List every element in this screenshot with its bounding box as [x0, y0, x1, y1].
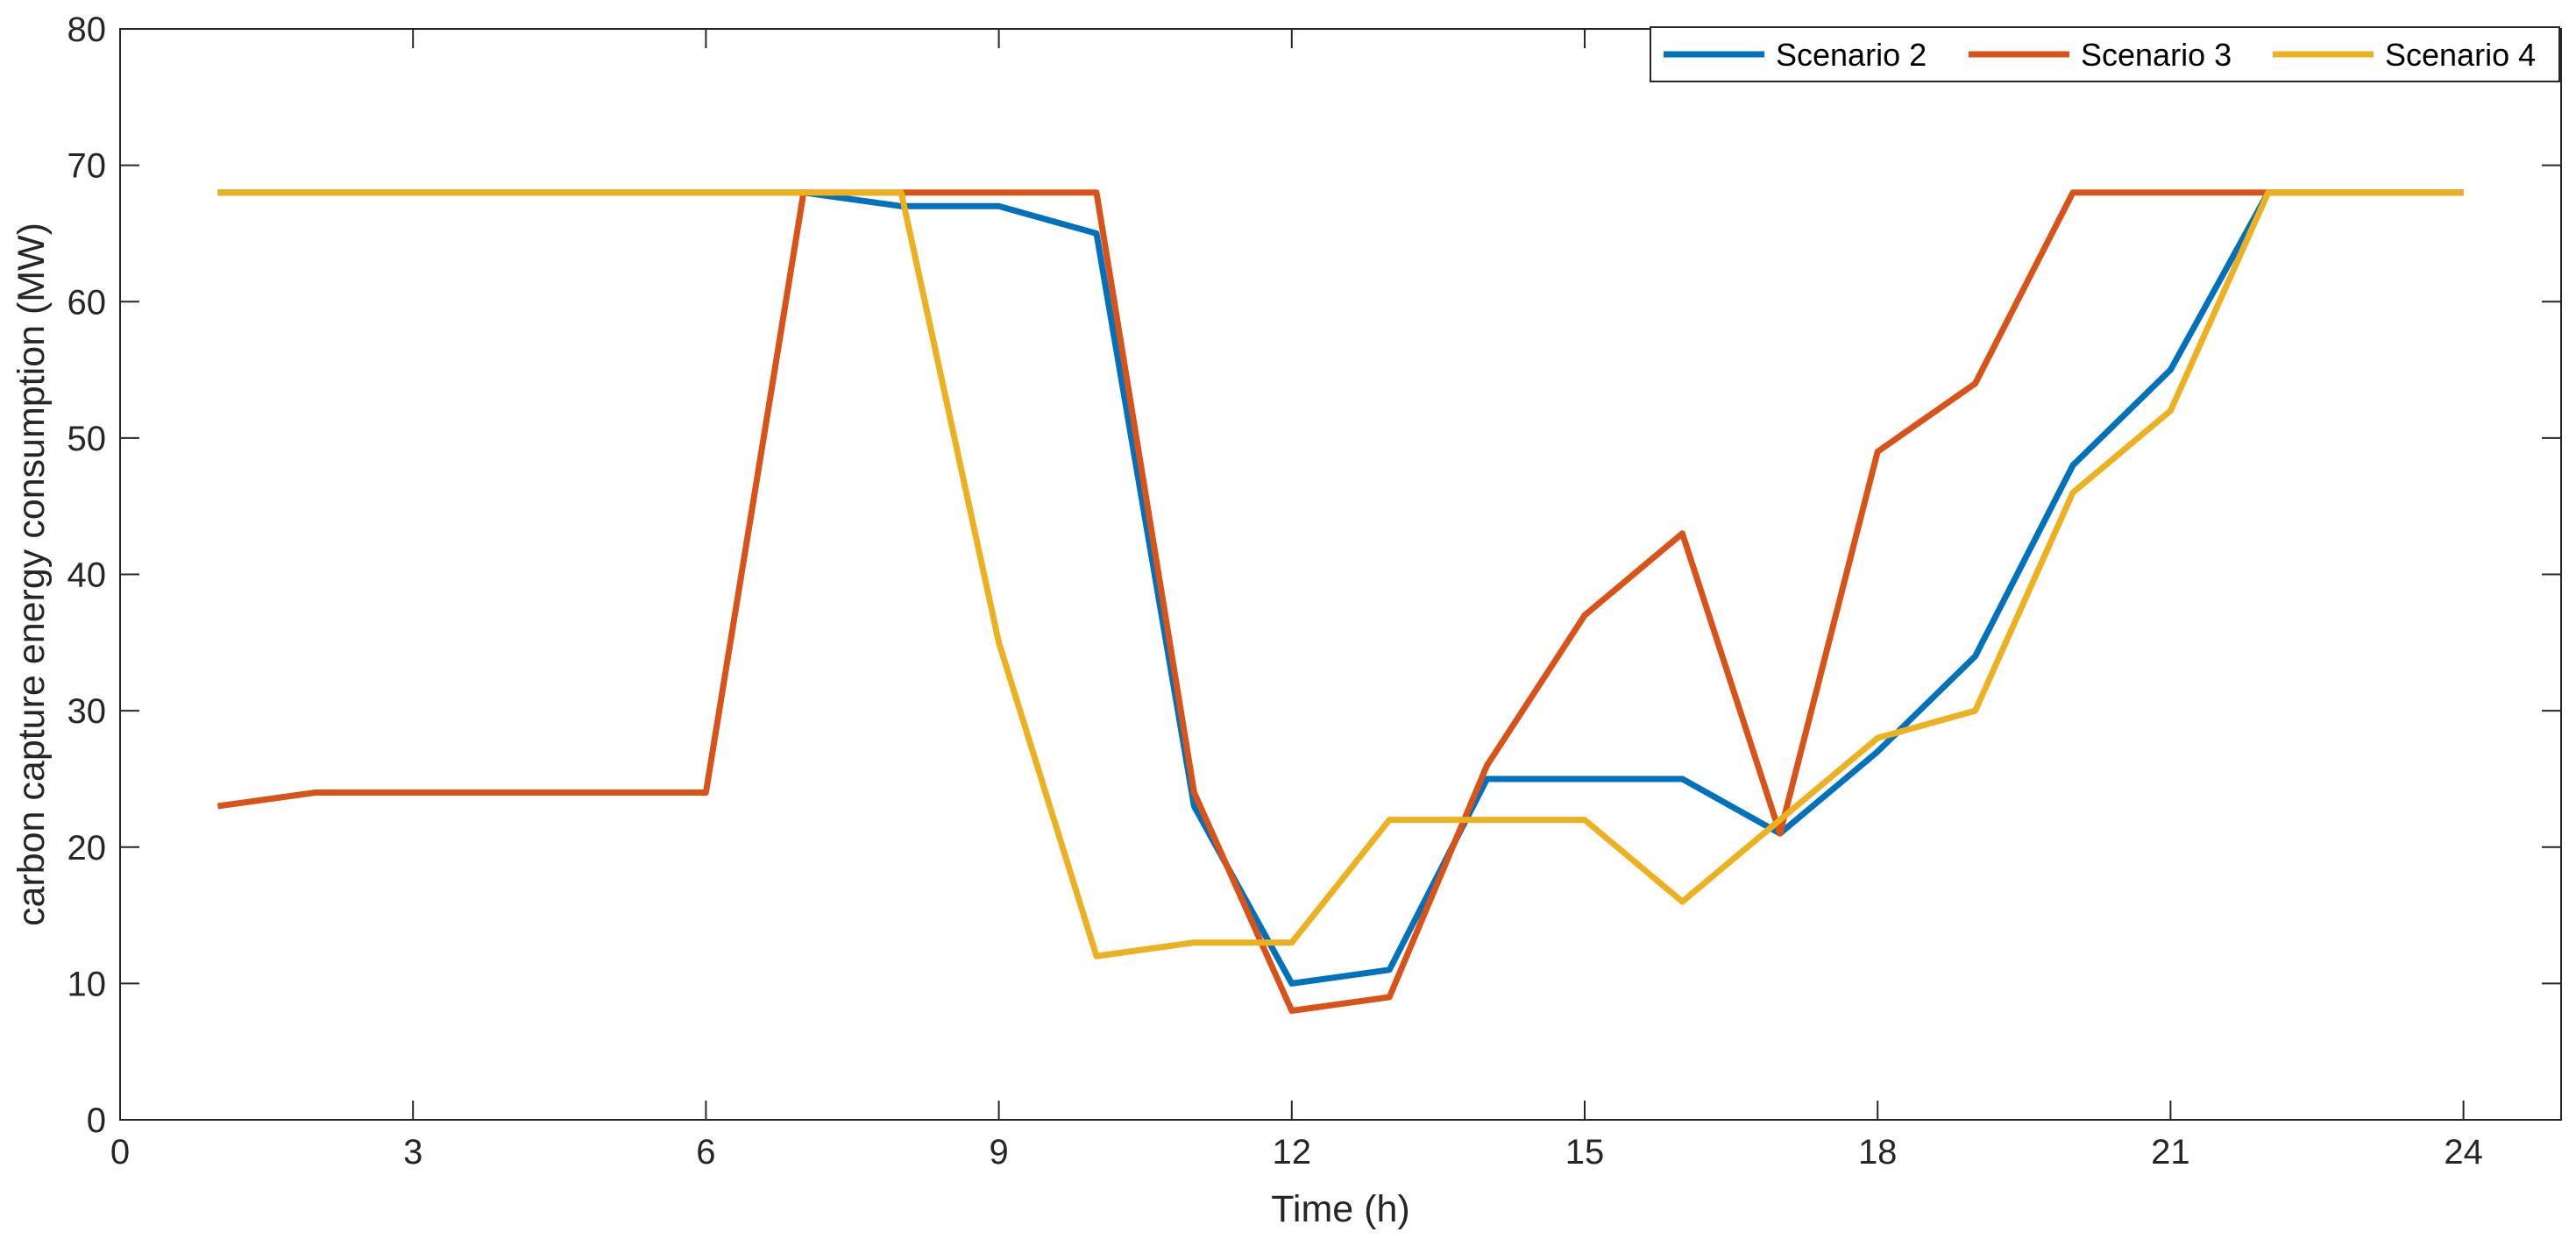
data-point — [996, 189, 1002, 195]
data-point — [1972, 708, 1978, 714]
data-point — [507, 189, 514, 195]
data-point — [215, 189, 221, 195]
legend-label: Scenario 4 — [2385, 37, 2536, 73]
data-point — [1679, 899, 1685, 905]
data-point — [2168, 189, 2174, 195]
data-point — [1972, 653, 1978, 659]
y-tick-label: 80 — [67, 11, 107, 49]
data-point — [410, 789, 416, 796]
data-point — [1582, 817, 1588, 823]
data-point — [1679, 530, 1685, 536]
x-tick-label: 0 — [110, 1133, 130, 1172]
x-tick-label: 15 — [1565, 1133, 1605, 1172]
data-point — [215, 804, 221, 810]
data-point — [312, 189, 318, 195]
x-tick-label: 12 — [1273, 1133, 1312, 1172]
data-point — [996, 640, 1002, 646]
series-scenario-3 — [215, 189, 2464, 1014]
data-point — [1094, 953, 1100, 959]
y-tick-label: 40 — [67, 556, 107, 595]
data-point — [1387, 966, 1393, 973]
data-point — [2070, 463, 2076, 469]
data-point — [1288, 1008, 1295, 1014]
x-tick-label: 18 — [1858, 1133, 1898, 1172]
y-tick-label: 60 — [67, 283, 107, 322]
x-tick-label: 6 — [696, 1133, 715, 1172]
data-point — [2460, 189, 2466, 195]
series-layer — [215, 189, 2466, 1014]
data-point — [1582, 775, 1588, 782]
y-tick-label: 30 — [67, 692, 107, 731]
data-point — [703, 189, 709, 195]
data-point — [1777, 817, 1783, 823]
x-tick-label: 9 — [989, 1133, 1008, 1172]
ticks-layer: 0 3 6 9 12 15 18 21 24 0 10 20 30 40 50 60 70 80 — [67, 11, 2561, 1172]
data-point — [606, 189, 612, 195]
data-point — [606, 789, 612, 796]
legend-item: Scenario 4 — [2273, 37, 2536, 73]
data-point — [1777, 831, 1783, 837]
data-point — [1094, 230, 1100, 237]
data-point — [703, 789, 709, 796]
legend-item: Scenario 2 — [1664, 37, 1927, 73]
data-point — [1191, 789, 1197, 796]
y-tick-label: 50 — [67, 420, 107, 458]
data-point — [898, 189, 905, 195]
data-point — [2363, 189, 2369, 195]
data-point — [2168, 367, 2174, 373]
legend-label: Scenario 3 — [2081, 37, 2232, 73]
data-point — [1288, 939, 1295, 945]
x-axis-title: Time (h) — [1271, 1188, 1409, 1230]
data-point — [312, 789, 318, 796]
y-tick-label: 70 — [67, 147, 107, 186]
data-point — [507, 789, 514, 796]
data-point — [1191, 939, 1197, 945]
data-point — [1094, 189, 1100, 195]
x-tick-label: 3 — [403, 1133, 422, 1172]
x-tick-label: 21 — [2151, 1133, 2190, 1172]
data-point — [1387, 817, 1393, 823]
data-point — [2070, 189, 2076, 195]
data-point — [2070, 490, 2076, 496]
legend: Scenario 2 Scenario 3 Scenario 4 — [1650, 26, 2560, 82]
data-point — [1484, 817, 1490, 823]
data-point — [1484, 762, 1490, 768]
legend-item: Scenario 3 — [1969, 37, 2232, 73]
data-point — [1679, 775, 1685, 782]
data-point — [996, 203, 1002, 209]
series-line — [216, 189, 2464, 1014]
data-point — [800, 189, 806, 195]
y-tick-label: 0 — [87, 1101, 106, 1140]
data-point — [1387, 994, 1393, 1000]
data-point — [1875, 748, 1881, 754]
x-tick-label: 24 — [2444, 1133, 2483, 1172]
data-point — [2265, 189, 2271, 195]
data-point — [1875, 735, 1881, 741]
data-point — [1582, 612, 1588, 619]
data-point — [1875, 449, 1881, 455]
data-point — [2168, 407, 2174, 414]
data-point — [410, 189, 416, 195]
y-axis-title: carbon capture energy consumption (MW) — [11, 223, 53, 926]
legend-box — [1650, 26, 2560, 82]
series-scenario-4 — [215, 189, 2466, 959]
series-line — [217, 189, 2464, 959]
data-point — [1972, 380, 1978, 386]
y-tick-label: 10 — [67, 965, 107, 1003]
y-tick-label: 20 — [67, 829, 107, 867]
legend-label: Scenario 2 — [1776, 37, 1927, 73]
data-point — [1288, 981, 1295, 987]
